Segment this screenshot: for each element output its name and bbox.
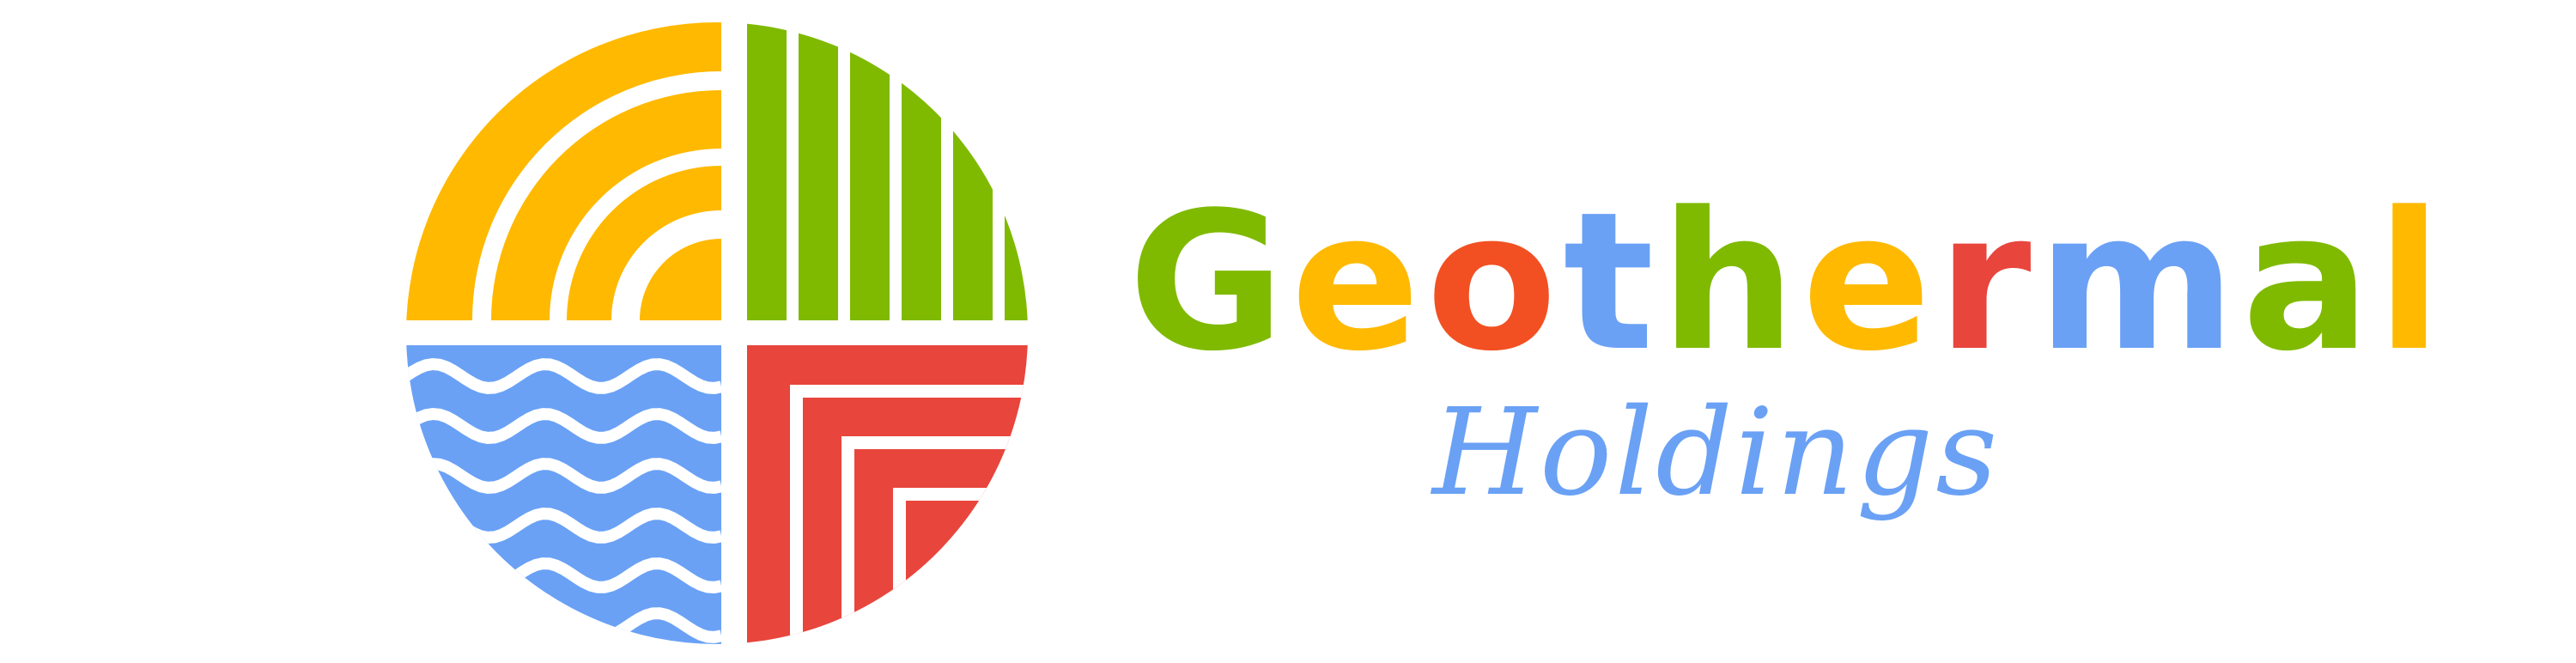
field-bars-icon xyxy=(747,22,1028,320)
wordmark-letter: e xyxy=(1801,172,1934,393)
wordmark-letter: r xyxy=(1937,172,2033,393)
wordmark-letter: m xyxy=(2037,172,2238,393)
wordmark-letter: t xyxy=(1563,172,1656,393)
wordmark-letter: e xyxy=(1291,172,1422,393)
water-waves-icon xyxy=(406,345,723,644)
wordmark-letter: l xyxy=(2376,172,2444,393)
earth-layers-icon xyxy=(747,345,1028,644)
company-subtitle: Holdings xyxy=(1432,383,2001,523)
wordmark-letter: a xyxy=(2241,172,2372,393)
wordmark-letter: G xyxy=(1128,172,1287,393)
wordmark-letter: o xyxy=(1425,172,1559,393)
wordmark-letter: h xyxy=(1660,172,1798,393)
sun-rays-icon xyxy=(406,22,721,320)
